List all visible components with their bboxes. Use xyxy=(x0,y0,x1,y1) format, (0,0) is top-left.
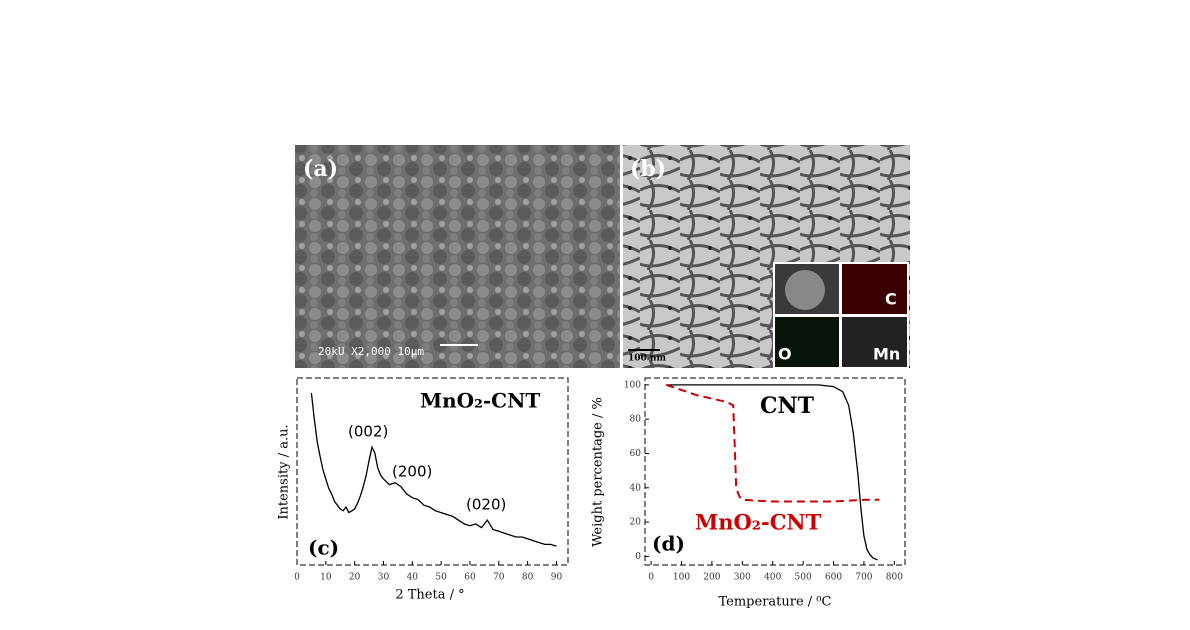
x-tick-label: 0 xyxy=(294,573,300,583)
annotation: MnO₂-CNT xyxy=(420,389,540,413)
x-tick-label: 30 xyxy=(378,573,390,583)
x-tick-label: 500 xyxy=(795,573,812,583)
y-axis-label: Weight percentage / % xyxy=(591,397,606,547)
x-axis-label: 2 Theta / ° xyxy=(395,588,464,603)
inset-label: C xyxy=(885,290,897,309)
x-tick-label: 200 xyxy=(703,573,720,583)
plot-frame xyxy=(296,377,569,566)
data-line xyxy=(310,392,557,547)
y-tick-label: 40 xyxy=(630,483,642,493)
x-tick-label: 40 xyxy=(407,573,419,583)
y-tick-label: 60 xyxy=(630,449,642,459)
annotation: MnO₂-CNT xyxy=(695,510,822,535)
x-tick-label: 700 xyxy=(855,573,872,583)
annotation: (002) xyxy=(348,423,388,441)
sem-image xyxy=(295,145,620,368)
y-axis-label: Intensity / a.u. xyxy=(277,424,292,519)
panel-label: (d) xyxy=(652,532,685,556)
plot-frame xyxy=(644,377,906,566)
data-line xyxy=(666,384,878,561)
eds-inset: C O Mn xyxy=(773,262,909,368)
x-tick-label: 100 xyxy=(673,573,690,583)
x-tick-label: 400 xyxy=(764,573,781,583)
x-tick-label: 0 xyxy=(648,573,654,583)
x-tick-label: 70 xyxy=(493,573,505,583)
scale-text: 100 nm xyxy=(628,354,666,364)
panel-label: (c) xyxy=(308,536,339,560)
scale-text: 20kU X2,000 10µm xyxy=(318,345,424,358)
x-tick-label: 20 xyxy=(349,573,361,583)
panel-label: (a) xyxy=(303,156,338,182)
y-tick-label: 0 xyxy=(635,552,641,562)
y-tick-label: 100 xyxy=(624,380,641,390)
annotation: (020) xyxy=(466,496,506,514)
y-tick-label: 80 xyxy=(630,415,642,425)
x-axis-label: Temperature / ⁰C xyxy=(719,595,832,610)
x-tick-label: 10 xyxy=(320,573,332,583)
x-tick-label: 90 xyxy=(551,573,563,583)
x-tick-label: 60 xyxy=(464,573,476,583)
data-line xyxy=(665,383,880,503)
x-tick-label: 600 xyxy=(825,573,842,583)
y-tick-label: 20 xyxy=(630,518,642,528)
annotation: CNT xyxy=(760,393,815,419)
inset-label: O xyxy=(778,345,792,364)
x-tick-label: 300 xyxy=(734,573,751,583)
x-tick-label: 80 xyxy=(522,573,534,583)
x-tick-label: 800 xyxy=(886,573,903,583)
annotation: (200) xyxy=(392,463,432,481)
inset-label: Mn xyxy=(873,345,900,364)
panel-label: (b) xyxy=(630,156,666,182)
x-tick-label: 50 xyxy=(435,573,447,583)
